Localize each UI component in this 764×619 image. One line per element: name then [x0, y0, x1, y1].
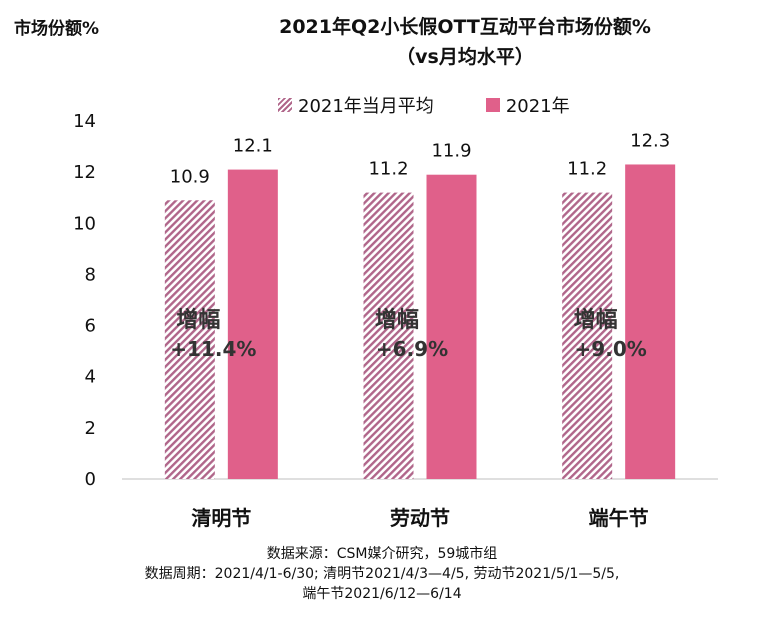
legend: 2021年当月平均 2021年	[278, 92, 622, 118]
legend-item-2021: 2021年	[485, 92, 570, 118]
data-label: 11.2	[567, 159, 607, 180]
legend-swatch-solid	[485, 98, 500, 112]
bar-2021	[625, 164, 676, 479]
growth-annotation-value: +9.0%	[575, 337, 647, 361]
legend-label: 2021年当月平均	[298, 96, 434, 117]
growth-annotation-label: 增幅	[375, 307, 419, 333]
y-tick-label: 6	[85, 316, 96, 337]
data-label: 11.9	[431, 141, 471, 162]
period-line-continued: 端午节2021/6/12—6/14	[302, 586, 462, 602]
y-tick-label: 4	[85, 367, 96, 388]
data-label: 12.3	[630, 130, 670, 151]
legend-item-monthly-average: 2021年当月平均	[278, 92, 434, 118]
period-line: 数据周期：2021/4/1-6/30; 清明节2021/4/3—4/5, 劳动节…	[144, 566, 620, 582]
y-tick-label: 14	[73, 111, 96, 132]
y-tick-label: 10	[73, 213, 96, 234]
legend-swatch-hatched	[278, 98, 292, 112]
data-source-note: 数据来源：CSM媒介研究，59城市组 数据周期：2021/4/1-6/30; 清…	[0, 544, 764, 604]
chart-title: 2021年Q2小长假OTT互动平台市场份额%	[279, 16, 651, 38]
growth-annotation-value: +11.4%	[170, 337, 256, 361]
bar-monthly-average	[562, 192, 613, 479]
bar-2021	[426, 174, 477, 479]
x-tick-label: 清明节	[191, 506, 251, 530]
data-label: 11.2	[368, 159, 408, 180]
x-tick-label: 劳动节	[390, 506, 450, 530]
data-label: 12.1	[233, 136, 273, 157]
legend-label: 2021年	[505, 96, 570, 117]
growth-annotation-value: +6.9%	[376, 337, 448, 361]
bar-monthly-average	[363, 192, 414, 479]
y-tick-label: 0	[85, 469, 96, 490]
bar-2021	[227, 169, 278, 480]
y-tick-label: 12	[73, 162, 96, 183]
bar-monthly-average	[164, 200, 215, 479]
source-line: 数据来源：CSM媒介研究，59城市组	[266, 546, 498, 562]
y-tick-label: 8	[85, 264, 96, 285]
chart-subtitle: （vs月均水平）	[396, 46, 534, 68]
y-tick-label: 2	[85, 418, 96, 439]
y-axis-title: 市场份额%	[14, 19, 100, 39]
growth-annotation-label: 增幅	[176, 307, 220, 333]
x-tick-label: 端午节	[589, 506, 649, 530]
data-label: 10.9	[170, 166, 210, 187]
growth-annotation-label: 增幅	[574, 307, 618, 333]
